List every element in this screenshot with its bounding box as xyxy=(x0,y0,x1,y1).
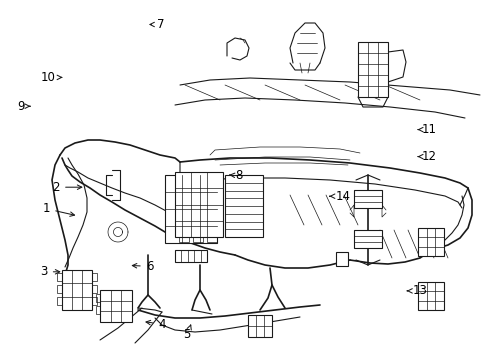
Bar xyxy=(57,297,62,305)
Bar xyxy=(193,237,203,242)
Bar xyxy=(96,306,100,314)
Bar xyxy=(57,285,62,293)
Text: 2: 2 xyxy=(52,181,82,194)
Bar xyxy=(175,172,223,237)
Text: 10: 10 xyxy=(41,71,62,84)
Bar xyxy=(354,230,382,248)
Text: 9: 9 xyxy=(17,100,30,113)
Bar xyxy=(96,294,100,302)
Bar xyxy=(92,297,97,305)
Text: 3: 3 xyxy=(40,265,60,278)
Bar xyxy=(248,315,272,337)
Text: 7: 7 xyxy=(150,18,165,31)
Bar xyxy=(100,290,132,322)
Bar xyxy=(165,175,217,243)
Bar xyxy=(175,250,207,262)
Bar xyxy=(418,228,444,256)
Bar xyxy=(354,190,382,208)
Text: 12: 12 xyxy=(418,150,436,163)
Bar xyxy=(92,273,97,281)
Bar xyxy=(207,237,217,242)
Bar xyxy=(92,285,97,293)
Bar xyxy=(336,252,348,266)
Text: 1: 1 xyxy=(43,202,74,216)
Bar xyxy=(225,175,263,237)
Text: 11: 11 xyxy=(418,123,436,136)
Bar xyxy=(57,273,62,281)
Bar xyxy=(62,270,92,310)
Text: 5: 5 xyxy=(183,325,191,341)
Bar xyxy=(358,42,388,97)
Text: 6: 6 xyxy=(132,260,153,273)
Text: 13: 13 xyxy=(407,284,428,297)
Text: 14: 14 xyxy=(330,190,350,203)
Text: 4: 4 xyxy=(146,318,166,330)
Text: 8: 8 xyxy=(230,169,243,182)
Bar xyxy=(418,282,444,310)
Bar xyxy=(179,237,189,242)
